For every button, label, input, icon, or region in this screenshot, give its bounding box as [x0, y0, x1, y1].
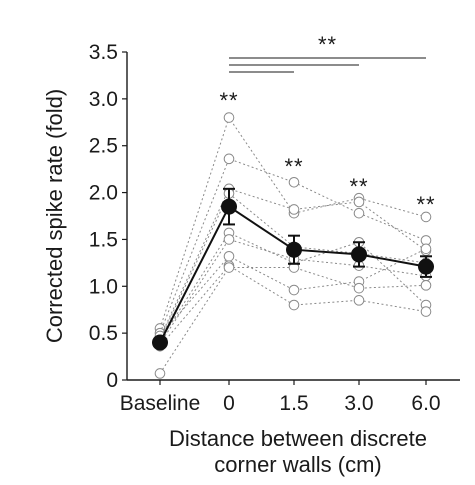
individual-point	[420, 306, 432, 317]
mean-point	[418, 258, 434, 275]
individual-point	[288, 176, 300, 188]
mean-line	[159, 205, 427, 343]
individual-line	[159, 192, 427, 340]
significance-marker: **	[349, 174, 368, 199]
y-axis-title: Corrected spike rate (fold)	[42, 89, 67, 343]
individual-point	[223, 234, 235, 245]
individual-point	[420, 211, 432, 223]
x-tick-label: 3.0	[344, 392, 373, 415]
individual-point	[288, 299, 300, 311]
significance-marker: **	[416, 192, 435, 217]
y-tick-label: 3.5	[89, 41, 118, 64]
individual-line	[159, 238, 427, 344]
mean-point	[351, 246, 367, 263]
individual-line	[159, 188, 427, 339]
mean-series	[152, 187, 434, 351]
x-tick-label: Baseline	[120, 392, 201, 415]
individual-point	[154, 368, 166, 379]
individual-line	[159, 116, 427, 329]
x-tick-label: 1.5	[279, 392, 308, 415]
significance-marker: **	[219, 88, 238, 113]
significance-annotations: ** ** ** ** **	[219, 32, 435, 217]
y-tick-label: 0	[106, 369, 118, 392]
y-tick-label: 1.0	[89, 275, 118, 298]
x-tick-label: 0	[223, 392, 235, 415]
y-tick-label: 2.0	[89, 182, 118, 205]
y-tick-label: 2.5	[89, 135, 118, 158]
y-tick-label: 0.5	[89, 322, 118, 345]
individual-point	[353, 196, 365, 208]
individual-point	[353, 295, 365, 306]
x-axis-title-line-2: corner walls (cm)	[214, 452, 381, 477]
bracket-significance-label: **	[318, 32, 337, 57]
individual-point	[288, 204, 300, 215]
mean-point	[221, 198, 237, 215]
y-tick-label: 1.5	[89, 228, 118, 251]
individual-point	[223, 262, 235, 273]
individual-point	[223, 250, 235, 262]
x-tick-label: 6.0	[411, 392, 440, 415]
mean-point	[286, 241, 302, 258]
individual-point	[353, 282, 365, 294]
individual-point	[420, 243, 432, 255]
individual-point	[353, 207, 365, 219]
individual-point	[223, 112, 235, 123]
mean-point	[152, 334, 168, 351]
significance-marker: **	[284, 154, 303, 179]
y-tick-label: 3.0	[89, 88, 118, 111]
individual-point	[223, 153, 235, 165]
individual-point	[420, 280, 432, 291]
individual-point	[288, 284, 300, 296]
x-axis-title-line-1: Distance between discrete	[169, 426, 427, 451]
